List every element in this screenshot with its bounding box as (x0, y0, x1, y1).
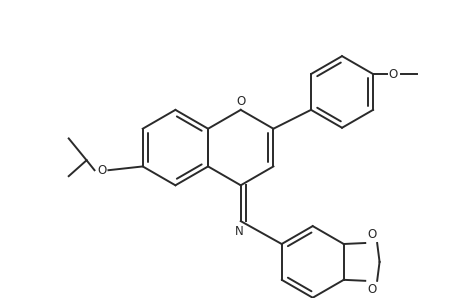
Text: O: O (387, 68, 397, 80)
Text: N: N (234, 225, 243, 238)
Text: O: O (97, 164, 106, 177)
Text: O: O (235, 95, 245, 108)
Text: O: O (366, 283, 375, 296)
Text: O: O (366, 228, 375, 241)
